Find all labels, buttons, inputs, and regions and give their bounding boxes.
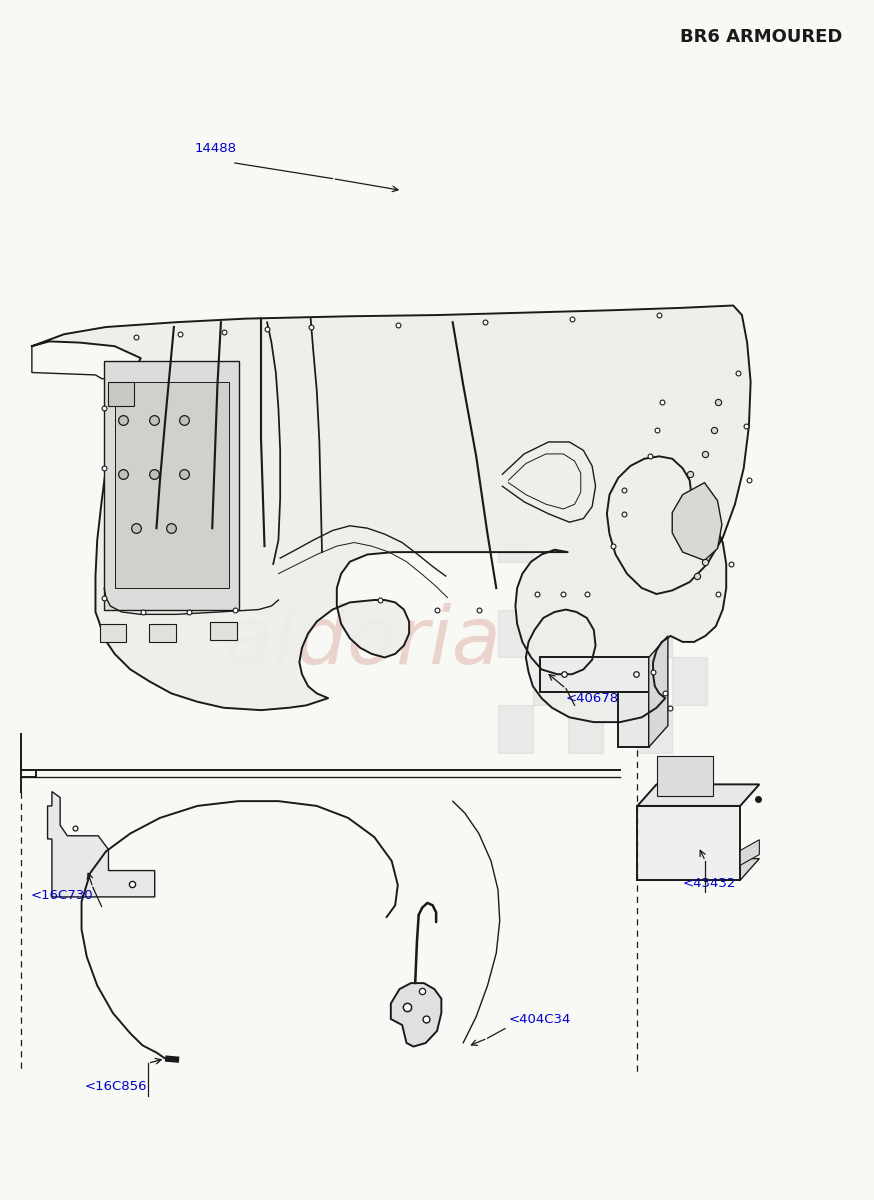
Polygon shape: [31, 306, 751, 722]
Text: BR6 ARMOURED: BR6 ARMOURED: [680, 28, 843, 46]
Bar: [100, 624, 126, 642]
Polygon shape: [740, 840, 760, 865]
Bar: [568, 610, 602, 658]
Bar: [602, 658, 637, 706]
Bar: [498, 610, 533, 658]
Polygon shape: [637, 785, 760, 806]
Polygon shape: [637, 806, 740, 880]
Bar: [637, 706, 672, 754]
Bar: [498, 706, 533, 754]
Bar: [498, 514, 533, 562]
Bar: [637, 610, 672, 658]
Bar: [568, 706, 602, 754]
Polygon shape: [47, 792, 155, 896]
Text: <43432: <43432: [683, 877, 736, 889]
Polygon shape: [649, 636, 668, 748]
Text: <40678: <40678: [566, 692, 619, 706]
Bar: [114, 382, 229, 588]
Polygon shape: [391, 983, 441, 1046]
Text: <404C34: <404C34: [509, 1013, 571, 1026]
Bar: [149, 624, 176, 642]
Text: 14488: 14488: [195, 142, 237, 155]
Bar: [568, 514, 602, 562]
Bar: [533, 562, 568, 610]
Bar: [602, 562, 637, 610]
Polygon shape: [656, 756, 713, 797]
Bar: [672, 562, 707, 610]
Bar: [637, 514, 672, 562]
Bar: [533, 658, 568, 706]
Text: aldoria: aldoria: [225, 602, 502, 680]
Text: <16C856: <16C856: [84, 1080, 147, 1093]
Text: <16C730: <16C730: [30, 889, 93, 901]
Bar: [211, 622, 237, 640]
Bar: [672, 658, 707, 706]
Polygon shape: [637, 859, 760, 880]
Polygon shape: [672, 482, 722, 560]
Bar: [108, 382, 134, 406]
Polygon shape: [618, 691, 649, 748]
Polygon shape: [540, 658, 649, 691]
Bar: [104, 360, 239, 610]
